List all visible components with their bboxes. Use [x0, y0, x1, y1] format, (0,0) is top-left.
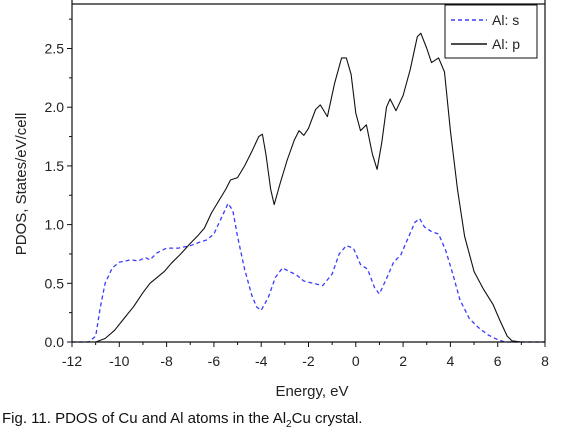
y-axis-title: PDOS, States/eV/cell: [13, 113, 30, 256]
y-tick-label: 1.0: [45, 217, 65, 233]
x-tick-label: -12: [62, 353, 82, 369]
pdos-chart: -12-10-8-6-4-2024680.00.51.01.52.02.53.0…: [13, 0, 549, 400]
legend-box: [444, 4, 538, 59]
legend-label-al-s: Al: s: [492, 12, 519, 28]
caption-prefix: Fig. 11. PDOS of Cu and Al atoms in the …: [2, 410, 287, 427]
figure-caption: Fig. 11. PDOS of Cu and Al atoms in the …: [2, 410, 362, 430]
x-tick-label: 6: [494, 353, 502, 369]
caption-subscript: 2: [286, 419, 292, 430]
x-tick-label: -2: [302, 353, 315, 369]
x-tick-label: 0: [352, 353, 360, 369]
x-tick-label: -8: [160, 353, 173, 369]
y-tick-label: 2.5: [45, 41, 65, 57]
legend: Al: s Al: p: [444, 4, 538, 59]
series-line-al-s: [72, 202, 545, 343]
series-line-al-p: [72, 32, 545, 343]
x-tick-label: 2: [399, 353, 407, 369]
y-tick-label: 0.0: [45, 334, 65, 350]
series-layer: [72, 32, 545, 343]
x-tick-label: 8: [541, 353, 549, 369]
caption-suffix: Cu crystal.: [291, 410, 363, 427]
y-tick-label: 1.5: [45, 158, 65, 174]
y-tick-label: 0.5: [45, 275, 65, 291]
y-tick-label: 2.0: [45, 99, 65, 115]
legend-label-al-p: Al: p: [492, 36, 520, 52]
x-tick-label: -6: [208, 353, 221, 369]
x-tick-label: -10: [109, 353, 129, 369]
x-tick-label: 4: [447, 353, 455, 369]
x-tick-label: -4: [255, 353, 268, 369]
x-axis-title: Energy, eV: [275, 383, 348, 400]
